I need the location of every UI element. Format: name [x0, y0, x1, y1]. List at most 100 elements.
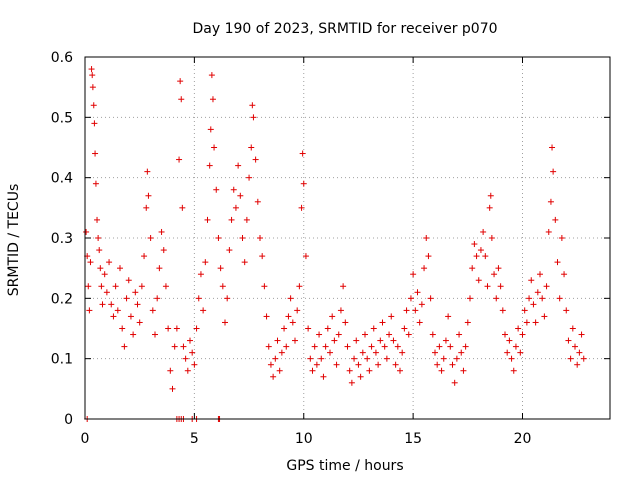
data-point — [541, 313, 548, 320]
data-point — [460, 367, 467, 374]
data-point — [442, 337, 449, 344]
data-point — [179, 204, 186, 211]
data-point — [237, 192, 244, 199]
data-point — [189, 349, 196, 356]
data-point — [108, 301, 115, 308]
data-point — [248, 144, 255, 151]
data-point — [458, 349, 465, 356]
data-point — [208, 72, 215, 79]
data-point — [235, 162, 242, 169]
data-point — [558, 235, 565, 241]
data-point — [512, 343, 519, 350]
data-point — [250, 114, 257, 121]
data-point — [348, 379, 355, 386]
chart-title: Day 190 of 2023, SRMTID for receiver p07… — [192, 21, 497, 37]
data-point — [141, 253, 148, 260]
data-point — [89, 84, 96, 91]
data-point — [90, 102, 97, 109]
data-point — [305, 325, 312, 332]
data-point — [91, 120, 98, 127]
data-point — [405, 331, 412, 338]
data-point — [156, 265, 163, 272]
data-point — [569, 325, 576, 332]
data-point — [576, 349, 583, 356]
data-point — [154, 295, 161, 302]
data-point — [342, 319, 349, 326]
data-point — [89, 72, 96, 79]
data-point — [226, 247, 233, 254]
data-point — [287, 295, 294, 302]
data-point — [125, 277, 132, 284]
data-point — [414, 289, 421, 296]
data-point — [294, 307, 301, 314]
data-point — [390, 337, 397, 344]
data-point — [523, 319, 530, 326]
data-point — [394, 343, 401, 350]
x-tick-label: 5 — [190, 431, 199, 447]
data-point — [228, 216, 235, 223]
data-point — [117, 265, 123, 272]
data-point — [121, 343, 128, 350]
data-point — [274, 337, 281, 344]
data-point — [92, 180, 99, 187]
data-point — [521, 307, 528, 314]
data-point — [456, 331, 463, 338]
data-point — [407, 295, 414, 302]
data-point — [207, 126, 214, 133]
data-point — [537, 271, 543, 278]
data-point — [423, 235, 430, 241]
data-point — [230, 186, 237, 193]
data-point — [92, 150, 99, 157]
data-point — [169, 385, 176, 392]
data-point — [504, 349, 511, 356]
data-point — [355, 361, 362, 368]
data-point — [412, 307, 419, 314]
data-point — [158, 228, 165, 235]
data-point — [550, 168, 557, 175]
data-point — [88, 66, 95, 73]
data-point — [313, 361, 320, 368]
data-point — [519, 331, 526, 338]
data-point — [532, 319, 539, 326]
data-point — [176, 156, 183, 163]
data-point — [94, 216, 101, 223]
data-point — [359, 349, 366, 356]
data-point — [464, 319, 471, 326]
data-point — [241, 259, 248, 266]
data-point — [508, 355, 515, 362]
data-point — [300, 180, 307, 187]
data-point — [362, 331, 368, 338]
data-point — [281, 325, 288, 332]
x-tick-label: 0 — [81, 431, 90, 447]
data-point — [432, 349, 438, 356]
data-point — [486, 204, 493, 211]
data-point — [292, 337, 298, 344]
data-point — [147, 235, 154, 241]
data-point — [267, 361, 274, 368]
data-point — [224, 295, 231, 302]
data-point — [337, 307, 344, 314]
data-point — [134, 301, 141, 308]
data-point — [574, 361, 581, 368]
data-point — [517, 349, 524, 356]
data-point — [436, 343, 443, 350]
data-point — [307, 355, 314, 362]
data-point — [547, 198, 554, 205]
data-point — [270, 373, 277, 380]
data-point — [329, 313, 336, 320]
data-point — [502, 331, 508, 338]
data-point — [353, 337, 360, 344]
data-point — [364, 355, 371, 362]
data-point — [219, 283, 226, 290]
data-point — [491, 271, 498, 278]
data-point — [283, 343, 290, 350]
data-point — [136, 319, 143, 326]
data-point — [191, 361, 198, 368]
data-point — [130, 331, 137, 338]
data-point — [399, 349, 406, 356]
data-point — [195, 295, 202, 302]
data-point — [145, 192, 152, 199]
data-point — [545, 228, 552, 235]
data-point — [493, 295, 500, 302]
